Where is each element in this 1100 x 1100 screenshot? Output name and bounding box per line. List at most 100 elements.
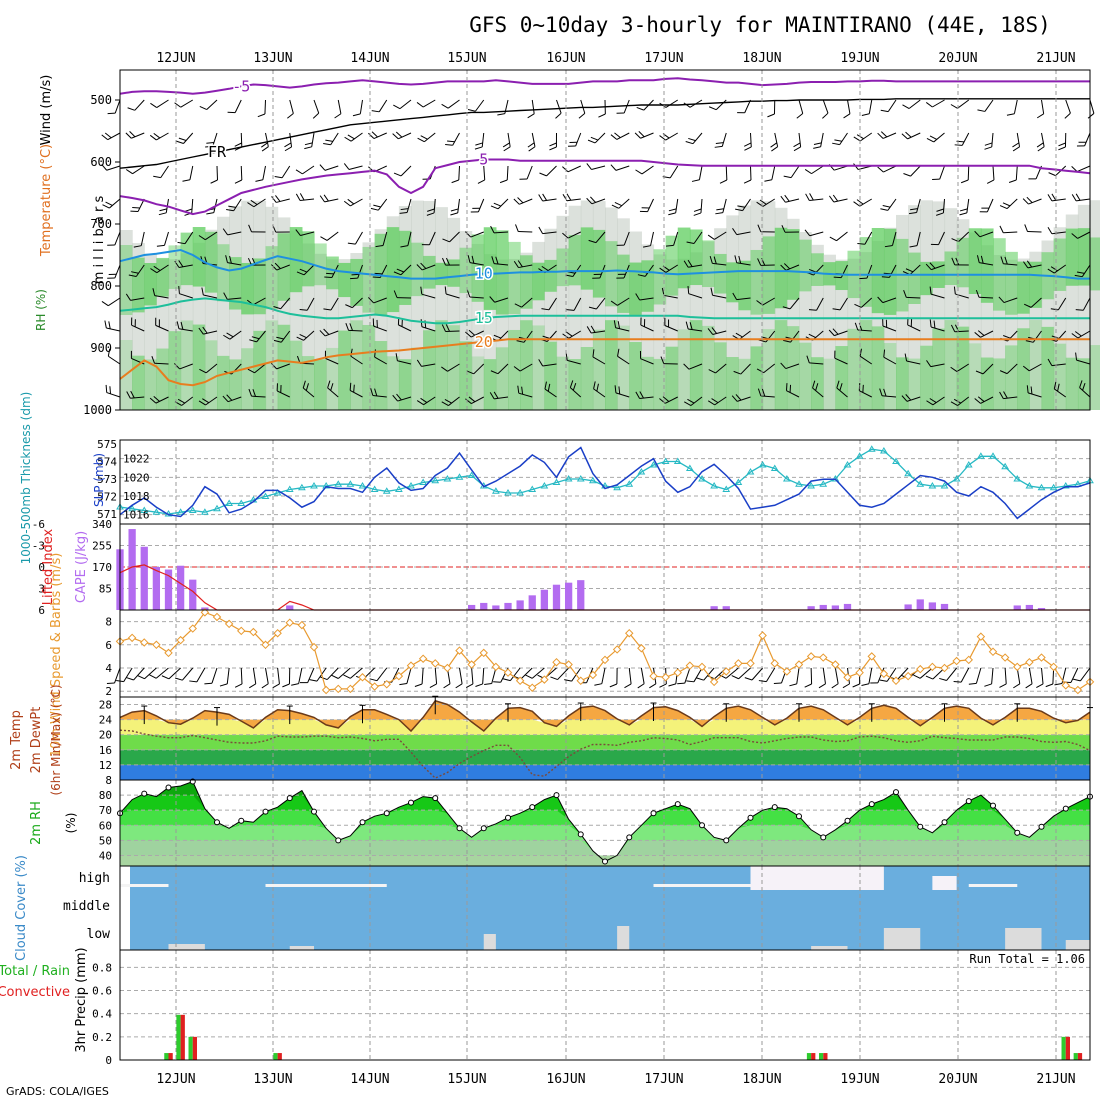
wind-barb-feather bbox=[590, 136, 599, 141]
wind-barb bbox=[1053, 381, 1067, 398]
wind-barb-staff bbox=[623, 231, 630, 246]
rh-band-low bbox=[544, 341, 558, 410]
wind-barb-staff bbox=[883, 356, 897, 365]
wind-barb-feather bbox=[641, 207, 650, 209]
wind-barb bbox=[527, 99, 535, 119]
wind-barb-feather bbox=[1013, 683, 1021, 689]
y-tick-label-right: 255 bbox=[92, 540, 112, 553]
wind-barb-feather bbox=[831, 683, 839, 689]
wind-barb-staff bbox=[144, 667, 157, 680]
wind-barb-feather bbox=[400, 208, 409, 211]
rh-band-saturated bbox=[871, 227, 885, 314]
thickness-marker bbox=[916, 480, 925, 487]
wind-barb bbox=[758, 667, 776, 683]
wind-barb-feather bbox=[1023, 303, 1032, 308]
x-tick-label-top: 20JUN bbox=[938, 51, 977, 66]
wind-barb-feather bbox=[326, 272, 334, 275]
wind-barb-staff bbox=[980, 330, 994, 338]
wind-barb bbox=[442, 231, 460, 243]
rh-band-low bbox=[677, 329, 691, 410]
wind-barb-feather bbox=[445, 143, 453, 146]
wind-barb bbox=[610, 297, 630, 306]
rh-band-low bbox=[350, 320, 364, 410]
thickness-marker bbox=[976, 452, 985, 459]
wind-barb-staff bbox=[665, 264, 679, 273]
wind-barb-staff bbox=[556, 99, 562, 114]
wind-barb-feather bbox=[959, 212, 967, 216]
cloud-low-block bbox=[289, 946, 314, 950]
y-axis-label-precip: 3hr Precip (mm) bbox=[74, 947, 89, 1052]
thickness-marker bbox=[346, 480, 355, 487]
wind-barb-feather bbox=[735, 394, 742, 401]
wind-barb-staff bbox=[644, 264, 654, 277]
wind-barb-feather bbox=[198, 400, 206, 406]
wind-barb-feather bbox=[206, 142, 214, 144]
wind-speed-marker bbox=[467, 660, 476, 669]
wind-barb-staff bbox=[593, 388, 606, 398]
wind-barb bbox=[304, 132, 315, 150]
rh-band-low bbox=[253, 330, 267, 410]
wind-barb bbox=[808, 297, 824, 311]
wind-barb-feather bbox=[392, 394, 398, 402]
cape-bar bbox=[504, 602, 512, 610]
wind-barb bbox=[925, 99, 945, 108]
wind-barb-feather bbox=[465, 231, 472, 238]
wind-barb-feather bbox=[497, 113, 505, 116]
wind-barb-feather bbox=[198, 235, 206, 241]
cape-bar bbox=[176, 565, 185, 610]
rh-band-saturated bbox=[726, 262, 739, 303]
wind-barb-feather bbox=[517, 197, 524, 204]
wind-barb bbox=[977, 99, 994, 112]
wind-barb bbox=[368, 131, 387, 139]
wind-barb bbox=[538, 359, 557, 367]
wind-barb bbox=[880, 198, 897, 211]
wind-barb bbox=[834, 350, 848, 365]
wind-barb-feather bbox=[925, 102, 933, 108]
wind-barb-feather bbox=[320, 236, 328, 241]
wind-barb-feather bbox=[757, 224, 762, 232]
wind-barb bbox=[223, 292, 242, 300]
rh-marker bbox=[650, 810, 657, 817]
wind-barb bbox=[176, 132, 194, 144]
wind-barb bbox=[764, 165, 776, 182]
wind-barb bbox=[687, 286, 703, 299]
y-axis-label-li: Lifted Index bbox=[41, 528, 56, 605]
wind-barb-staff bbox=[820, 132, 824, 147]
wind-barb-staff bbox=[265, 132, 269, 147]
wind-barb bbox=[999, 225, 1018, 234]
wind-barb-feather bbox=[634, 132, 641, 139]
wind-barb bbox=[153, 165, 169, 179]
wind-barb-feather bbox=[347, 134, 355, 140]
wind-barb-feather bbox=[733, 370, 741, 375]
wind-barb-feather bbox=[396, 268, 405, 273]
wind-barb-staff bbox=[908, 99, 921, 109]
cloud-high-strip bbox=[120, 884, 169, 887]
cape-bar bbox=[843, 603, 852, 610]
rh-band-saturated bbox=[641, 260, 655, 312]
wind-barb bbox=[909, 231, 921, 248]
wind-barb bbox=[683, 363, 703, 370]
wind-barb-feather bbox=[331, 674, 339, 679]
wind-barb-feather bbox=[668, 683, 676, 687]
rh-marker bbox=[674, 801, 681, 808]
wind-barb-feather bbox=[467, 255, 471, 263]
wind-barb bbox=[137, 667, 157, 680]
wind-barb-feather bbox=[822, 112, 829, 119]
wind-barb bbox=[715, 198, 727, 215]
wind-speed-marker bbox=[649, 671, 658, 681]
x-tick-label-bottom: 19JUN bbox=[840, 1072, 879, 1087]
wind-barb bbox=[149, 396, 169, 404]
wind-barb-feather bbox=[586, 326, 592, 334]
wind-barb-staff bbox=[160, 165, 169, 178]
wind-barb bbox=[210, 165, 219, 184]
wind-barb-feather bbox=[1075, 352, 1078, 361]
wind-barb-feather bbox=[693, 208, 702, 212]
wind-barb-feather bbox=[901, 395, 908, 402]
wind-barb-feather bbox=[420, 135, 428, 140]
wind-barb bbox=[925, 262, 945, 271]
wind-barb-staff bbox=[557, 667, 569, 680]
wind-barb-feather bbox=[880, 109, 889, 113]
wind-barb bbox=[732, 228, 751, 236]
thickness-marker bbox=[746, 468, 755, 475]
wind-barb bbox=[274, 165, 291, 179]
